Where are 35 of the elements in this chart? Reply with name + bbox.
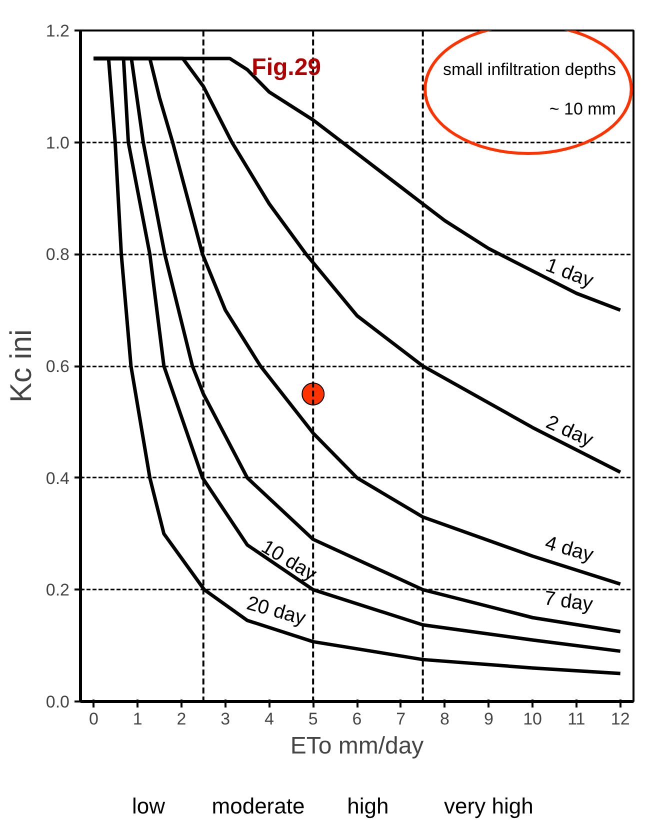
- text: moderate: [212, 794, 305, 818]
- text: Fig.29: [252, 54, 322, 81]
- y-tick-label: 1.2: [46, 22, 70, 40]
- x-tick-label: 12: [610, 710, 630, 728]
- text: very high: [444, 794, 534, 818]
- annotation: small infiltration depths: [443, 60, 616, 80]
- y-axis-title: Kc ini: [4, 329, 38, 403]
- text: 2 day: [542, 411, 596, 452]
- text: 20 day: [244, 592, 308, 630]
- x-tick-label: 0: [88, 710, 98, 728]
- x-tick-label: 4: [264, 710, 274, 728]
- text: high: [347, 794, 389, 818]
- text: 10 day: [257, 536, 320, 586]
- y-tick-label: 0.2: [46, 580, 70, 600]
- x-tick-label: 11: [568, 710, 586, 728]
- annotation: ~ 10 mm: [549, 99, 616, 118]
- text: 4 day: [542, 532, 596, 566]
- x-tick-label: 1: [132, 710, 142, 728]
- x-tick-label: 8: [440, 710, 450, 728]
- x-axis-title: ETo mm/day: [290, 732, 424, 760]
- x-tick-label: 7: [396, 710, 406, 728]
- x-tick-label: 10: [523, 710, 542, 728]
- y-tick-label: 0.6: [46, 357, 70, 376]
- text: 7 day: [542, 587, 594, 616]
- x-tick-label: 6: [352, 710, 362, 728]
- text: 1 day: [542, 254, 596, 292]
- x-tick-label: 3: [220, 710, 230, 728]
- x-tick-label: 5: [308, 710, 318, 728]
- y-tick-label: 0.0: [46, 692, 70, 712]
- x-tick-label: 2: [176, 710, 186, 728]
- text: low: [132, 794, 166, 818]
- y-tick-label: 1.0: [46, 133, 70, 152]
- x-tick-label: 9: [484, 710, 494, 728]
- y-tick-label: 0.4: [46, 468, 70, 488]
- y-tick-label: 0.8: [46, 245, 70, 264]
